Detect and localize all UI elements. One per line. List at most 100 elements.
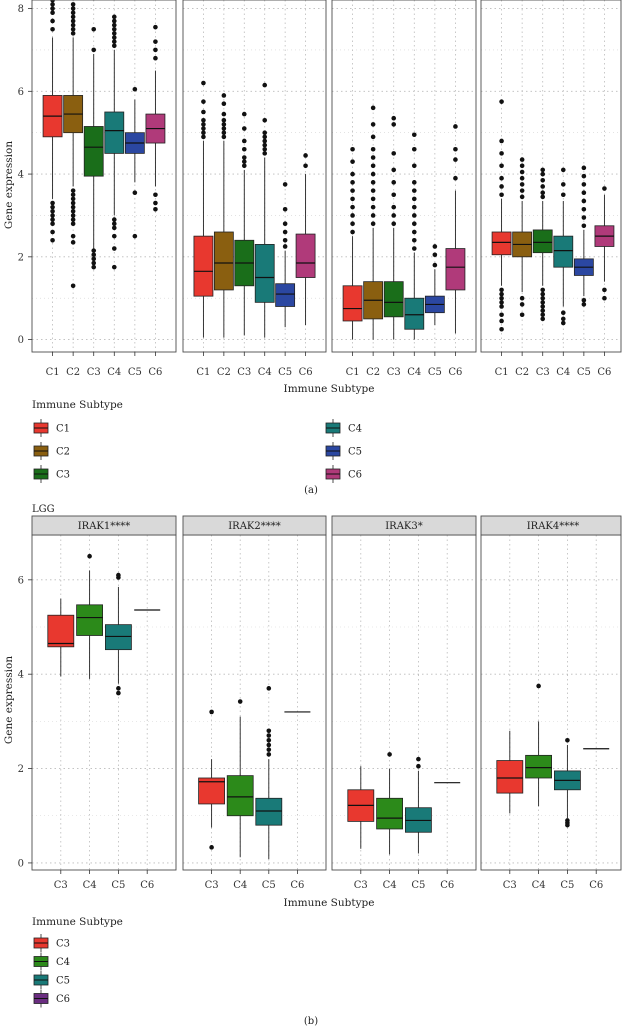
- legend-label: C4: [348, 424, 362, 435]
- y-tick-label: 2: [18, 764, 24, 775]
- outlier-point: [70, 233, 76, 239]
- box-iqr: [104, 111, 125, 154]
- box-iqr: [254, 244, 275, 303]
- outlier-point: [499, 175, 504, 181]
- outlier-point: [50, 221, 55, 227]
- outlier-point: [453, 175, 458, 181]
- outlier-point: [540, 300, 546, 305]
- outlier-point: [282, 244, 288, 249]
- outlier-point: [50, 26, 55, 32]
- facet-boxes: [347, 752, 461, 855]
- outlier-point: [262, 151, 268, 156]
- outlier-point: [70, 209, 76, 214]
- facet-strip-label: IRAK4****: [527, 521, 580, 532]
- y-tick-label: 0: [18, 335, 24, 346]
- x-tick-label: C3: [503, 880, 517, 891]
- outlier-point: [221, 122, 227, 127]
- outlier-point: [111, 18, 117, 24]
- outlier-point: [432, 262, 438, 268]
- x-tick-label: C6: [440, 880, 454, 891]
- outlier-point: [350, 146, 355, 152]
- outlier-point: [70, 200, 76, 206]
- facet-grid: [481, 535, 621, 870]
- facet-border: [182, 0, 327, 353]
- outlier-point: [519, 312, 525, 318]
- outlier-point: [91, 252, 97, 258]
- outlier-point: [391, 213, 397, 218]
- facet-panel-b-3: IRAK3* C3 C4 C5 C6: [331, 515, 477, 891]
- outlier-point: [262, 138, 268, 144]
- outlier-point: [602, 295, 607, 301]
- outlier-point: [565, 737, 570, 743]
- facet-grid: [32, 535, 176, 870]
- outlier-point: [111, 264, 117, 270]
- y-tick-label: 6: [18, 575, 24, 586]
- box-C5: [255, 686, 283, 860]
- box-C6: [445, 124, 466, 334]
- box-C3: [198, 709, 226, 850]
- outlier-point: [416, 763, 421, 769]
- panel-title-b: LGG: [32, 504, 55, 515]
- outlier-point: [50, 0, 55, 3]
- box-iqr: [445, 248, 466, 291]
- legend-item-C5: C5: [325, 442, 362, 460]
- outlier-point: [370, 171, 376, 177]
- facet-boxes: [342, 105, 466, 340]
- outlier-point: [221, 130, 227, 135]
- outlier-point: [266, 733, 272, 738]
- outlier-point: [411, 188, 417, 193]
- outlier-point: [499, 151, 504, 156]
- outlier-point: [50, 229, 55, 235]
- outlier-point: [70, 204, 76, 210]
- outlier-point: [50, 18, 55, 24]
- legend-label: C4: [56, 957, 70, 968]
- outlier-point: [370, 213, 376, 218]
- outlier-point: [266, 747, 272, 752]
- outlier-point: [581, 302, 587, 307]
- outlier-point: [499, 99, 504, 104]
- box-iqr: [525, 754, 552, 779]
- outlier-point: [540, 184, 546, 189]
- outlier-point: [50, 200, 55, 206]
- outlier-point: [581, 206, 587, 212]
- x-tick-label: C2: [366, 367, 380, 378]
- outlier-point: [350, 171, 355, 177]
- outlier-point: [519, 163, 525, 169]
- outlier-point: [499, 312, 504, 318]
- outlier-point: [499, 287, 504, 293]
- outlier-point: [111, 233, 117, 239]
- outlier-point: [499, 304, 504, 309]
- outlier-point: [153, 24, 158, 30]
- outlier-point: [519, 175, 525, 181]
- outlier-point: [416, 756, 421, 762]
- outlier-point: [91, 26, 97, 32]
- box-iqr: [553, 235, 574, 268]
- x-tick-label: C6: [589, 880, 603, 891]
- outlier-point: [391, 115, 397, 121]
- outlier-point: [209, 845, 214, 850]
- box-C5: [105, 572, 132, 696]
- outlier-point: [411, 146, 417, 152]
- outlier-point: [391, 204, 397, 210]
- outlier-point: [221, 93, 227, 98]
- outlier-point: [111, 217, 117, 222]
- outlier-point: [70, 10, 76, 15]
- outlier-point: [70, 240, 76, 245]
- y-tick-label: 4: [18, 170, 24, 181]
- outlier-point: [201, 126, 206, 131]
- box-C4: [553, 167, 574, 326]
- facet-panel-a-4: C1 C2 C3 C4 C5 C6: [480, 0, 622, 378]
- facet-boxes: [42, 0, 166, 289]
- outlier-point: [540, 291, 546, 297]
- outlier-point: [91, 256, 97, 262]
- x-tick-label: C2: [217, 367, 231, 378]
- outlier-point: [453, 124, 458, 129]
- outlier-point: [350, 180, 355, 185]
- outlier-point: [70, 22, 76, 28]
- box-C2: [213, 93, 234, 338]
- legend-title: Immune Subtype: [32, 916, 123, 928]
- outlier-point: [370, 163, 376, 169]
- legend-b: Immune Subtype C3 C4 C5 C6: [32, 916, 123, 1008]
- x-tick-label: C6: [148, 367, 162, 378]
